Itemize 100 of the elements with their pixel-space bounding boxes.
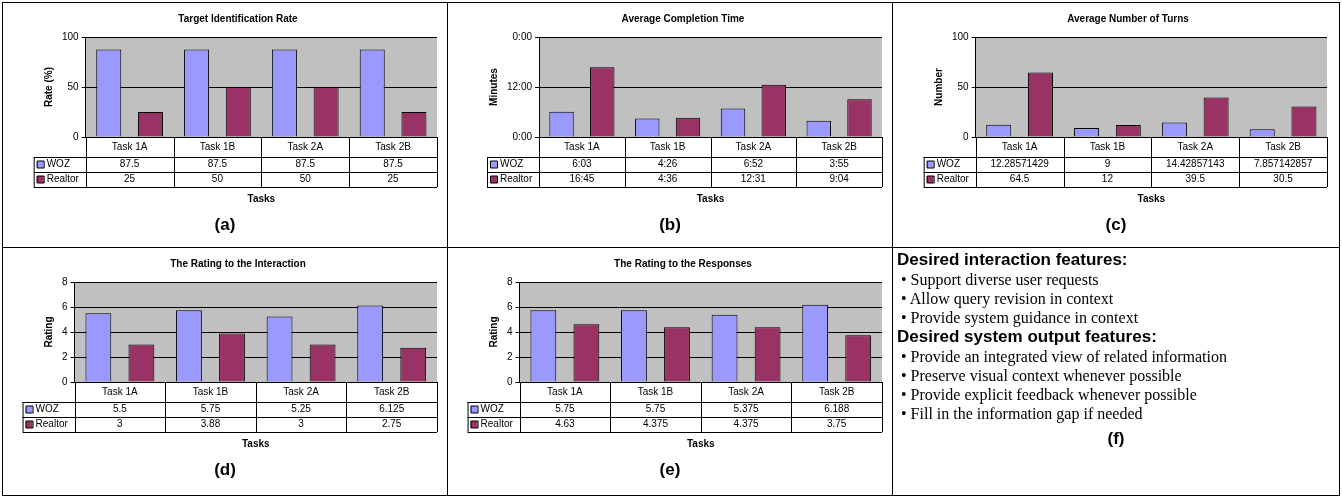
x-tick-label: Task 2B	[373, 385, 410, 397]
data-label: 12	[1101, 173, 1114, 185]
text: (e)	[658, 460, 682, 480]
data-label: 4.375	[733, 418, 760, 430]
data-label: 87.5	[119, 158, 140, 170]
y-tick-label: 4	[507, 325, 513, 337]
x-tick-label: Task 2A	[1177, 140, 1214, 152]
x-axis-title: Tasks	[686, 437, 716, 449]
chart-title: The Rating to the Interaction	[170, 257, 306, 269]
text: • Support diverse user requests	[901, 270, 1100, 289]
x-tick-label: Task 1A	[547, 385, 583, 397]
y-tick-label: 8	[62, 275, 68, 287]
x-axis-title: Tasks	[1137, 192, 1166, 204]
x-tick-label: Task 1B	[199, 140, 236, 152]
data-label: 5.75	[200, 403, 221, 415]
legend-label: WOZ	[500, 158, 524, 170]
data-label: 4.63	[555, 418, 576, 430]
x-tick-label: Task 2A	[728, 385, 765, 397]
y-axis-title: Number	[932, 68, 944, 106]
y-axis-title: Rating	[487, 316, 499, 348]
text: • Preserve visual context whenever possible	[901, 366, 1183, 385]
data-label: 7.857142857	[1253, 158, 1313, 170]
x-tick-label: Task 2A	[735, 140, 772, 152]
x-tick-label: Task 1B	[192, 385, 229, 397]
legend-label: Realtor	[35, 418, 69, 430]
data-label: 3	[298, 418, 305, 430]
text: (c)	[1104, 215, 1128, 235]
chart-title: Average Completion Time	[621, 12, 745, 24]
text: (b)	[658, 215, 682, 235]
legend-label: WOZ	[480, 403, 504, 415]
text: • Fill in the information gap if needed	[901, 404, 1144, 423]
y-tick-label: 50	[67, 80, 80, 92]
x-tick-label: Task 1A	[102, 385, 138, 397]
x-tick-label: Task 2B	[1265, 140, 1302, 152]
chart-title: Average Number of Turns	[1067, 12, 1190, 24]
x-tick-label: Task 1A	[1001, 140, 1038, 152]
text: • Allow query revision in context	[901, 289, 1115, 308]
data-label: 39.5	[1185, 173, 1206, 185]
x-tick-label: Task 1B	[1089, 140, 1126, 152]
x-tick-label: Task 2A	[283, 385, 320, 397]
y-tick-label: 2	[62, 350, 68, 362]
data-label: 25	[124, 173, 136, 185]
data-label: 16:45	[569, 173, 595, 185]
data-label: 6.125	[379, 403, 405, 415]
text: • Provide explicit feedback whenever possible	[901, 385, 1198, 404]
text: • Provide an integrated view of related information	[901, 347, 1228, 366]
legend-label: WOZ	[46, 158, 71, 170]
data-label: 50	[299, 173, 312, 185]
x-tick-label: Task 2A	[287, 140, 324, 152]
data-label: 3.75	[826, 418, 847, 430]
data-label: 3:55	[829, 158, 850, 170]
y-tick-label: 2	[507, 350, 513, 362]
x-tick-label: Task 2B	[818, 385, 855, 397]
y-tick-label: 6	[62, 300, 68, 312]
data-label: 6:52	[743, 158, 764, 170]
data-label: 4:26	[657, 158, 678, 170]
x-axis-title: Tasks	[241, 437, 271, 449]
x-axis-title: Tasks	[696, 192, 725, 204]
legend-label: WOZ	[35, 403, 59, 415]
y-tick-label: 12:00	[506, 80, 533, 92]
y-tick-label: 0:00	[512, 130, 533, 142]
text: (f)	[1106, 429, 1126, 449]
y-tick-label: 100	[62, 30, 80, 42]
x-tick-label: Task 1A	[111, 140, 148, 152]
x-tick-label: Task 2B	[821, 140, 858, 152]
y-tick-label: 6	[507, 300, 513, 312]
y-tick-label: 0	[73, 130, 80, 142]
data-label: 4.375	[642, 418, 669, 430]
data-label: 6:03	[572, 158, 593, 170]
x-tick-label: Task 2B	[375, 140, 412, 152]
data-label: 25	[387, 173, 400, 185]
y-axis-title: Minutes	[487, 67, 499, 106]
data-label: 9:04	[829, 173, 850, 185]
x-axis-title: Tasks	[247, 192, 276, 204]
x-tick-label: Task 1A	[564, 140, 601, 152]
y-tick-label: 8	[507, 275, 513, 287]
y-tick-label: 50	[957, 80, 970, 92]
legend-label: Realtor	[46, 173, 80, 185]
data-label: 87.5	[207, 158, 228, 170]
data-label: 5.375	[733, 403, 760, 415]
data-label: 9	[1104, 158, 1111, 170]
data-label: 87.5	[295, 158, 316, 170]
text: (d)	[213, 460, 237, 480]
data-label: 4:36	[657, 173, 678, 185]
data-label: 2.75	[381, 418, 402, 430]
legend-label: Realtor	[480, 418, 514, 430]
text: Desired system output features:	[897, 327, 1158, 347]
y-axis-title: Rating	[42, 316, 54, 348]
y-tick-label: 0	[62, 375, 68, 387]
legend-label: WOZ	[936, 158, 961, 170]
text: (a)	[213, 215, 237, 235]
data-label: 50	[211, 173, 224, 185]
data-label: 5.75	[555, 403, 576, 415]
legend-label: Realtor	[500, 173, 533, 185]
y-tick-label: 100	[952, 30, 970, 42]
data-label: 87.5	[383, 158, 404, 170]
data-label: 5.5	[112, 403, 128, 415]
data-label: 3	[117, 418, 124, 430]
legend-label: Realtor	[936, 173, 970, 185]
data-label: 30.5	[1273, 173, 1294, 185]
